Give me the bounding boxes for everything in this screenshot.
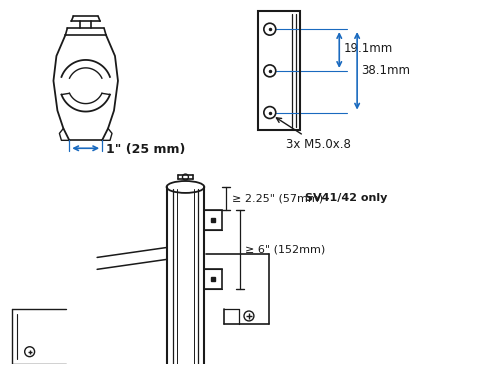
Text: 19.1mm: 19.1mm	[343, 42, 393, 54]
Text: ≥ 6" (152mm): ≥ 6" (152mm)	[245, 245, 325, 254]
Bar	[204, 269, 222, 289]
Text: SV41/42 only: SV41/42 only	[305, 193, 387, 203]
Bar	[258, 11, 299, 130]
Text: 3x M5.0x.8: 3x M5.0x.8	[277, 118, 350, 151]
Text: 1" (25 mm): 1" (25 mm)	[106, 143, 186, 156]
Bar	[204, 210, 222, 230]
Text: 38.1mm: 38.1mm	[361, 64, 410, 77]
Text: ≥ 2.25" (57mm): ≥ 2.25" (57mm)	[232, 193, 327, 203]
